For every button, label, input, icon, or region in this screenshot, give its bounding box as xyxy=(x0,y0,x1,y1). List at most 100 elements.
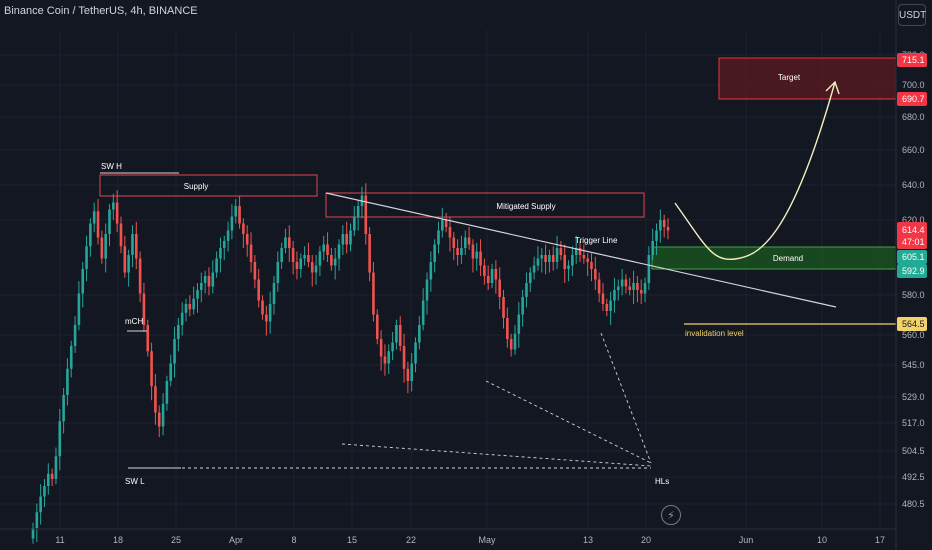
candle-body xyxy=(605,304,609,311)
candle-body xyxy=(333,258,337,266)
candle-body xyxy=(414,342,417,364)
candle-body xyxy=(379,339,383,357)
higher-lows-label: HLs xyxy=(655,477,669,486)
candle-body xyxy=(35,512,39,528)
candle-body xyxy=(211,272,215,287)
candle-body xyxy=(486,276,490,283)
candle-body xyxy=(265,314,268,322)
candle-body xyxy=(655,230,658,241)
candle-body xyxy=(594,269,597,280)
time-axis[interactable]: 11 18 25 Apr 8 15 22 May 13 20 Jun 10 17 xyxy=(0,528,896,545)
invalidation-label: invalidation level xyxy=(685,329,744,338)
currency-button[interactable]: USDT xyxy=(898,4,926,26)
swing-high-label: SW H xyxy=(101,162,122,171)
y-tick-label: 620.0 xyxy=(902,215,925,225)
candle-body xyxy=(272,283,276,304)
candle-body xyxy=(490,269,494,283)
projection-arrowhead-icon xyxy=(825,80,840,95)
candle-body xyxy=(429,262,433,280)
candle-body xyxy=(341,234,345,245)
candle-body xyxy=(92,211,96,224)
y-tick-label: 504.5 xyxy=(902,446,925,456)
candle-body xyxy=(146,325,150,352)
candle-body xyxy=(590,262,593,269)
y-tick-label: 529.0 xyxy=(902,392,925,402)
candle-body xyxy=(200,283,203,290)
candle-body xyxy=(613,290,616,301)
candle-body xyxy=(96,211,100,238)
current-price-badge xyxy=(897,222,927,249)
trigger-trendline[interactable] xyxy=(325,192,837,308)
candle-body xyxy=(540,255,544,259)
candle-body xyxy=(582,255,586,259)
candle-body xyxy=(295,262,299,269)
target-label: Target xyxy=(778,73,801,82)
demand-low-price: 592.9 xyxy=(902,266,925,276)
y-tick-label: 545.0 xyxy=(902,360,925,370)
invalidation-price: 564.5 xyxy=(902,319,925,329)
candle-body xyxy=(398,325,402,346)
mitigated-supply-label: Mitigated Supply xyxy=(496,202,555,211)
candle-body xyxy=(383,356,387,364)
candle-body xyxy=(134,234,138,259)
candle-body xyxy=(58,421,62,457)
candle-body xyxy=(287,237,291,248)
candle-body xyxy=(257,279,260,301)
projection-curve xyxy=(674,81,836,260)
candle-body xyxy=(475,251,479,259)
candle-body xyxy=(659,220,662,231)
target-zone[interactable] xyxy=(718,57,897,100)
candle-body xyxy=(421,300,425,325)
x-tick-label: 20 xyxy=(641,535,651,545)
candle-body xyxy=(47,473,50,486)
candle-body xyxy=(578,248,582,255)
supply-zone[interactable] xyxy=(99,174,318,197)
candle-body xyxy=(131,234,134,255)
target-high-price: 715.1 xyxy=(902,55,925,65)
candle-body xyxy=(245,234,249,245)
candle-body xyxy=(364,195,368,234)
candle-body xyxy=(112,202,115,210)
candle-body xyxy=(192,298,195,310)
candle-body xyxy=(326,244,329,255)
candle-body xyxy=(597,279,601,294)
candle-body xyxy=(567,265,570,269)
candle-body xyxy=(463,237,467,248)
higher-lows-line-d xyxy=(600,332,652,464)
candle-body xyxy=(624,279,628,287)
candle-body xyxy=(601,293,605,304)
candle-body xyxy=(253,262,257,280)
candle-body xyxy=(150,351,153,387)
lightning-bolt-icon[interactable]: ⚡ xyxy=(661,505,681,525)
x-tick-label: 25 xyxy=(171,535,181,545)
candle-body xyxy=(544,255,547,262)
candle-body xyxy=(242,223,245,234)
candle-body xyxy=(356,206,360,217)
candle-body xyxy=(509,339,513,350)
demand-label: Demand xyxy=(773,254,803,263)
candle-body xyxy=(268,304,272,322)
x-tick-label: 18 xyxy=(113,535,123,545)
candle-body xyxy=(643,283,647,294)
candle-body xyxy=(169,363,173,381)
x-tick-label: 22 xyxy=(406,535,416,545)
mitigated-supply-zone[interactable] xyxy=(325,192,645,218)
price-axis[interactable]: 720.0 700.0 680.0 660.0 640.0 620.0 580.… xyxy=(895,0,927,550)
candle-body xyxy=(410,363,414,381)
y-tick-label: 580.0 xyxy=(902,290,925,300)
candle-body xyxy=(636,283,639,290)
candle-body xyxy=(115,202,119,224)
candle-body xyxy=(180,312,184,325)
minor-high-label: mCH xyxy=(125,317,143,326)
candle-body xyxy=(563,255,567,269)
candle-body xyxy=(402,346,406,369)
candle-body xyxy=(452,237,456,248)
candle-body xyxy=(299,258,303,269)
candle-body xyxy=(479,251,482,266)
higher-lows-line-b xyxy=(341,443,652,467)
candle-body xyxy=(249,244,253,262)
zones: Supply Mitigated Supply Target Demand xyxy=(99,57,897,270)
candle-body xyxy=(337,244,341,259)
candle-body xyxy=(303,255,306,259)
